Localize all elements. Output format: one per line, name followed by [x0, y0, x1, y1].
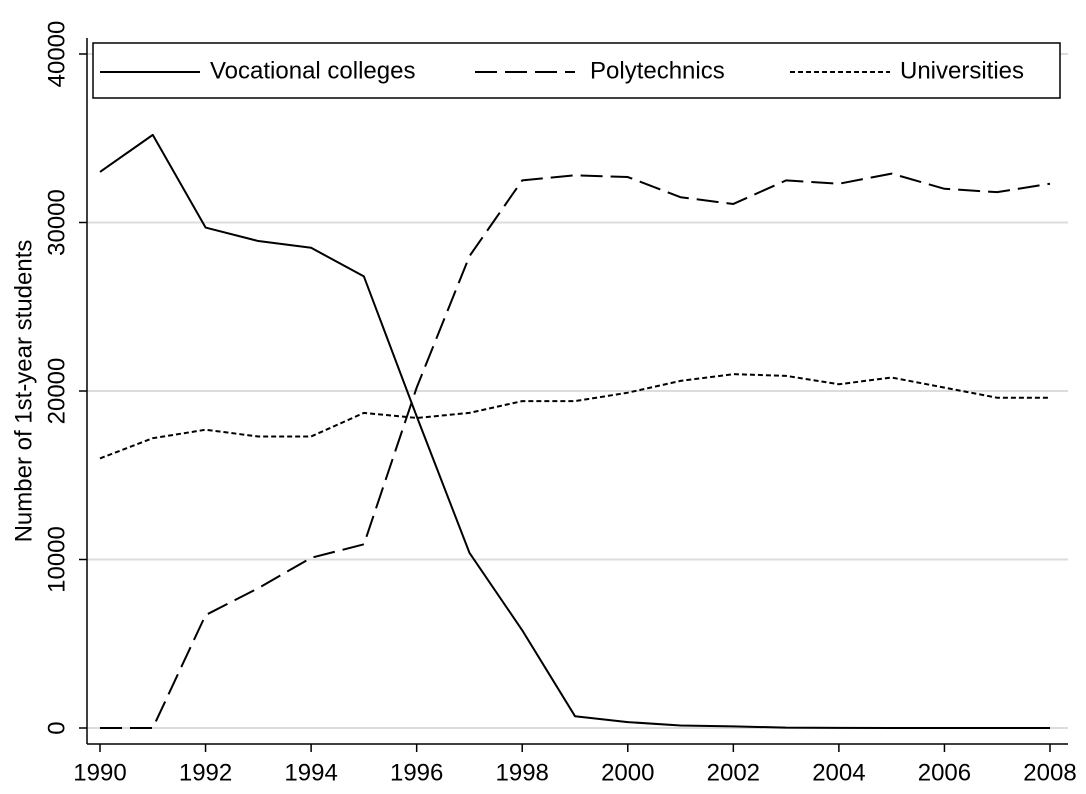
y-axis-label: Number of 1st-year students: [10, 240, 37, 543]
y-tick-label: 40000: [43, 21, 70, 88]
x-tick-label: 1990: [73, 759, 126, 786]
legend-label: Polytechnics: [590, 57, 725, 84]
legend-label: Vocational colleges: [210, 57, 415, 84]
x-tick-label: 1998: [496, 759, 549, 786]
y-tick-label: 0: [43, 721, 70, 734]
y-tick-label: 20000: [43, 358, 70, 425]
x-tick-label: 2008: [1023, 759, 1076, 786]
legend: Vocational colleges Polytechnics Universit…: [92, 42, 1061, 99]
y-tick-label: 10000: [43, 526, 70, 593]
legend-box: [92, 42, 1061, 99]
x-tick-label: 2004: [812, 759, 865, 786]
x-tick-label: 2000: [601, 759, 654, 786]
series-line: [100, 172, 1051, 729]
series-line: [99, 373, 1050, 460]
series-line: [99, 133, 1050, 729]
x-tick-label: 1996: [390, 759, 443, 786]
x-tick-label: 2006: [918, 759, 971, 786]
x-tick-label: 2002: [707, 759, 760, 786]
x-tick-label: 1992: [179, 759, 232, 786]
legend-label: Universities: [900, 57, 1024, 84]
x-tick-label: 1994: [284, 759, 337, 786]
y-tick-label: 30000: [43, 189, 70, 256]
